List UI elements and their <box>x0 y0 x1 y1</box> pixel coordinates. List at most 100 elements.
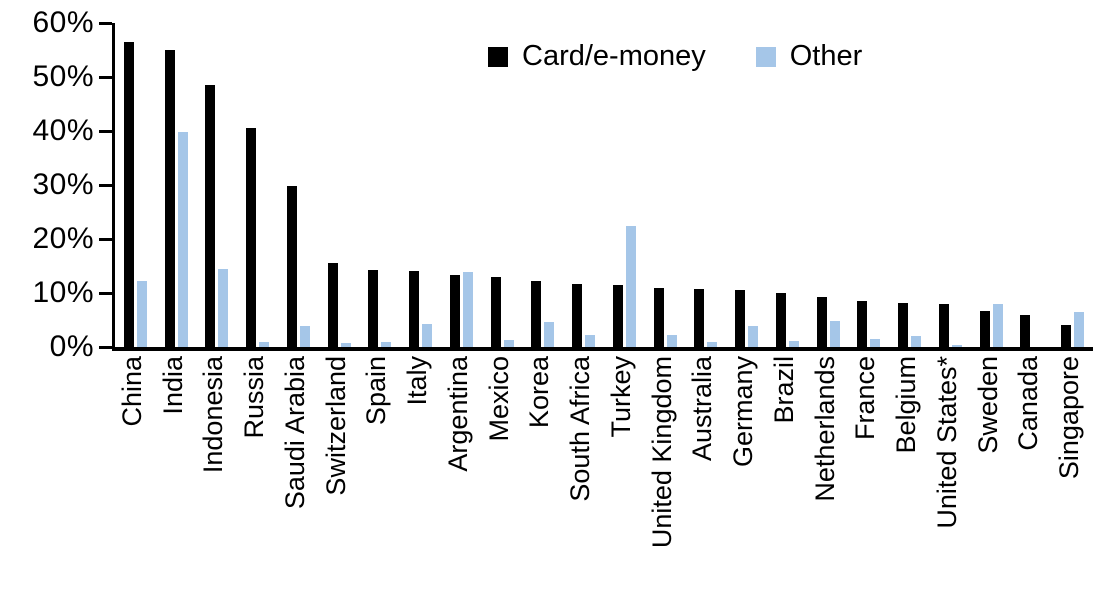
bar-card-e-money <box>246 128 257 347</box>
plot-area <box>112 23 1093 351</box>
x-axis-label: Saudi Arabia <box>279 356 310 510</box>
x-axis-label-cell: Italy <box>397 356 438 591</box>
x-axis-label-cell: Turkey <box>601 356 642 591</box>
x-axis-label-cell: South Africa <box>560 356 601 591</box>
x-axis-label-cell: Germany <box>723 356 764 591</box>
y-axis-tick <box>99 76 112 79</box>
bar-card-e-money <box>286 186 297 347</box>
bar-other <box>462 272 473 347</box>
x-axis-label-cell: Belgium <box>886 356 927 591</box>
x-axis-label-cell: Russia <box>234 356 275 591</box>
x-axis-label-cell: Netherlands <box>805 356 846 591</box>
x-axis-label: United States* <box>931 356 962 529</box>
x-axis-label-cell: Mexico <box>479 356 520 591</box>
bar-card-e-money <box>368 270 379 347</box>
x-axis-label: Korea <box>524 356 555 429</box>
bar-other <box>870 338 881 347</box>
x-axis-label-cell: China <box>112 356 153 591</box>
x-axis-label: China <box>116 356 147 427</box>
bar-group <box>197 23 238 347</box>
bar-group <box>278 23 319 347</box>
x-axis-label-cell: Saudi Arabia <box>275 356 316 591</box>
bar-group <box>237 23 278 347</box>
bar-other <box>585 335 596 347</box>
bar-group <box>971 23 1012 347</box>
x-axis-label: Brazil <box>768 356 799 424</box>
bar-group <box>808 23 849 347</box>
x-axis-label: Mexico <box>483 356 514 442</box>
x-axis-label: Spain <box>361 356 392 426</box>
y-axis-tick <box>99 346 112 349</box>
bar-other <box>544 322 555 347</box>
bar-card-e-money <box>449 275 460 347</box>
bar-card-e-money <box>164 50 175 347</box>
x-axis-label-cell: Canada <box>1009 356 1050 591</box>
bar-other <box>381 341 392 347</box>
bar-card-e-money <box>653 287 664 347</box>
y-axis-tick <box>99 130 112 133</box>
x-axis-label-cell: United States* <box>927 356 968 591</box>
bar-group <box>563 23 604 347</box>
x-axis-label: Netherlands <box>809 356 840 502</box>
bar-group <box>1012 23 1053 347</box>
bar-other <box>340 342 351 347</box>
bar-group <box>319 23 360 347</box>
legend-swatch-card-e-money <box>488 46 508 67</box>
bar-card-e-money <box>979 311 990 347</box>
x-axis-label: Turkey <box>605 356 636 438</box>
bar-card-e-money <box>898 302 909 347</box>
x-axis-label-cell: Spain <box>357 356 398 591</box>
x-axis-label-cell: Korea <box>520 356 561 591</box>
x-axis-labels: China India Indonesia Russia Saudi Arabia Swi… <box>112 356 1090 591</box>
bar-card-e-money <box>694 288 705 347</box>
x-axis-label: Russia <box>239 356 270 439</box>
x-axis-label: South Africa <box>565 356 596 502</box>
bar-other <box>259 341 270 347</box>
bar-groups <box>115 23 1093 347</box>
x-axis-label: Singapore <box>1054 356 1085 480</box>
bar-other <box>299 326 310 347</box>
legend-swatch-other <box>755 46 776 67</box>
bar-card-e-money <box>735 290 746 347</box>
bar-other <box>829 321 840 347</box>
bar-card-e-money <box>572 283 583 347</box>
bar-card-e-money <box>531 281 542 347</box>
bar-card-e-money <box>857 300 868 347</box>
x-axis-label-cell: India <box>153 356 194 591</box>
bar-group <box>523 23 564 347</box>
legend: Card/e-money Other <box>488 42 862 71</box>
y-axis-tick <box>99 22 112 25</box>
x-axis-label: Belgium <box>891 356 922 454</box>
bar-other <box>422 323 433 347</box>
x-axis-label: Canada <box>1013 356 1044 451</box>
y-axis-label: 40% <box>32 114 94 147</box>
bar-card-e-money <box>409 270 420 347</box>
y-axis-label: 10% <box>32 276 94 309</box>
bar-group <box>930 23 971 347</box>
y-axis-label: 0% <box>49 330 94 363</box>
bar-other <box>748 325 759 347</box>
bar-group <box>441 23 482 347</box>
x-axis-label: Switzerland <box>320 356 351 496</box>
bar-group <box>156 23 197 347</box>
bar-group <box>482 23 523 347</box>
y-axis-tick <box>99 292 112 295</box>
x-axis-label-cell: Brazil <box>764 356 805 591</box>
bar-card-e-money <box>123 41 134 347</box>
bar-card-e-money <box>612 284 623 347</box>
bar-other <box>911 336 922 347</box>
y-axis-label: 20% <box>32 222 94 255</box>
legend-label-card-e-money: Card/e-money <box>522 40 706 72</box>
bar-card-e-money <box>938 304 949 347</box>
y-axis-label: 50% <box>32 60 94 93</box>
bar-other <box>951 345 962 347</box>
bar-group <box>400 23 441 347</box>
bar-group <box>726 23 767 347</box>
bar-group <box>604 23 645 347</box>
bar-other <box>788 340 799 347</box>
x-axis-label-cell: United Kingdom <box>642 356 683 591</box>
bar-group <box>115 23 156 347</box>
bar-other <box>136 281 147 347</box>
x-axis-label-cell: Indonesia <box>194 356 235 591</box>
